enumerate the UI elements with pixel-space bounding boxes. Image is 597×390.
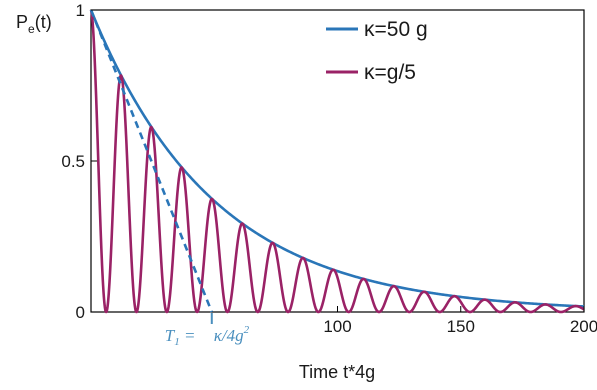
y-tick-label: 0 (76, 303, 85, 322)
t1-annotation: T1 = κ/4g2 (165, 324, 250, 348)
plot-frame (90, 9, 585, 313)
y-tick-label: 0.5 (61, 152, 85, 171)
curves-layer (89, 9, 586, 324)
t1-annotation-sub: 1 (174, 336, 180, 348)
t1-annotation-sup: 2 (244, 324, 250, 336)
t1-annotation-eq: = (180, 326, 200, 345)
y-axis-label-sub: e (28, 22, 35, 36)
legend-label-kappa-50g: κ=50 g (364, 18, 428, 41)
legend-label-kappa-g5: κ=g/5 (364, 61, 416, 84)
x-tick-label: 150 (447, 317, 475, 336)
tangent-dashed-line (89, 9, 213, 313)
x-tick-label: 200 (570, 317, 597, 336)
y-tick-label: 1 (76, 1, 85, 20)
ticks-layer: 100 150 200 0 0.5 1 (61, 1, 597, 336)
t1-annotation-expr: κ/4g (214, 326, 244, 345)
legend: κ=50 g κ=g/5 (326, 18, 428, 84)
x-axis-label: Time t*4g (299, 362, 375, 382)
series-line-kappa-g5 (89, 9, 586, 314)
y-axis-label: Pe(t) (16, 12, 52, 36)
y-axis-label-tail: (t) (35, 12, 52, 32)
x-tick-label: 100 (323, 317, 351, 336)
series-line-kappa-50g (89, 9, 585, 308)
